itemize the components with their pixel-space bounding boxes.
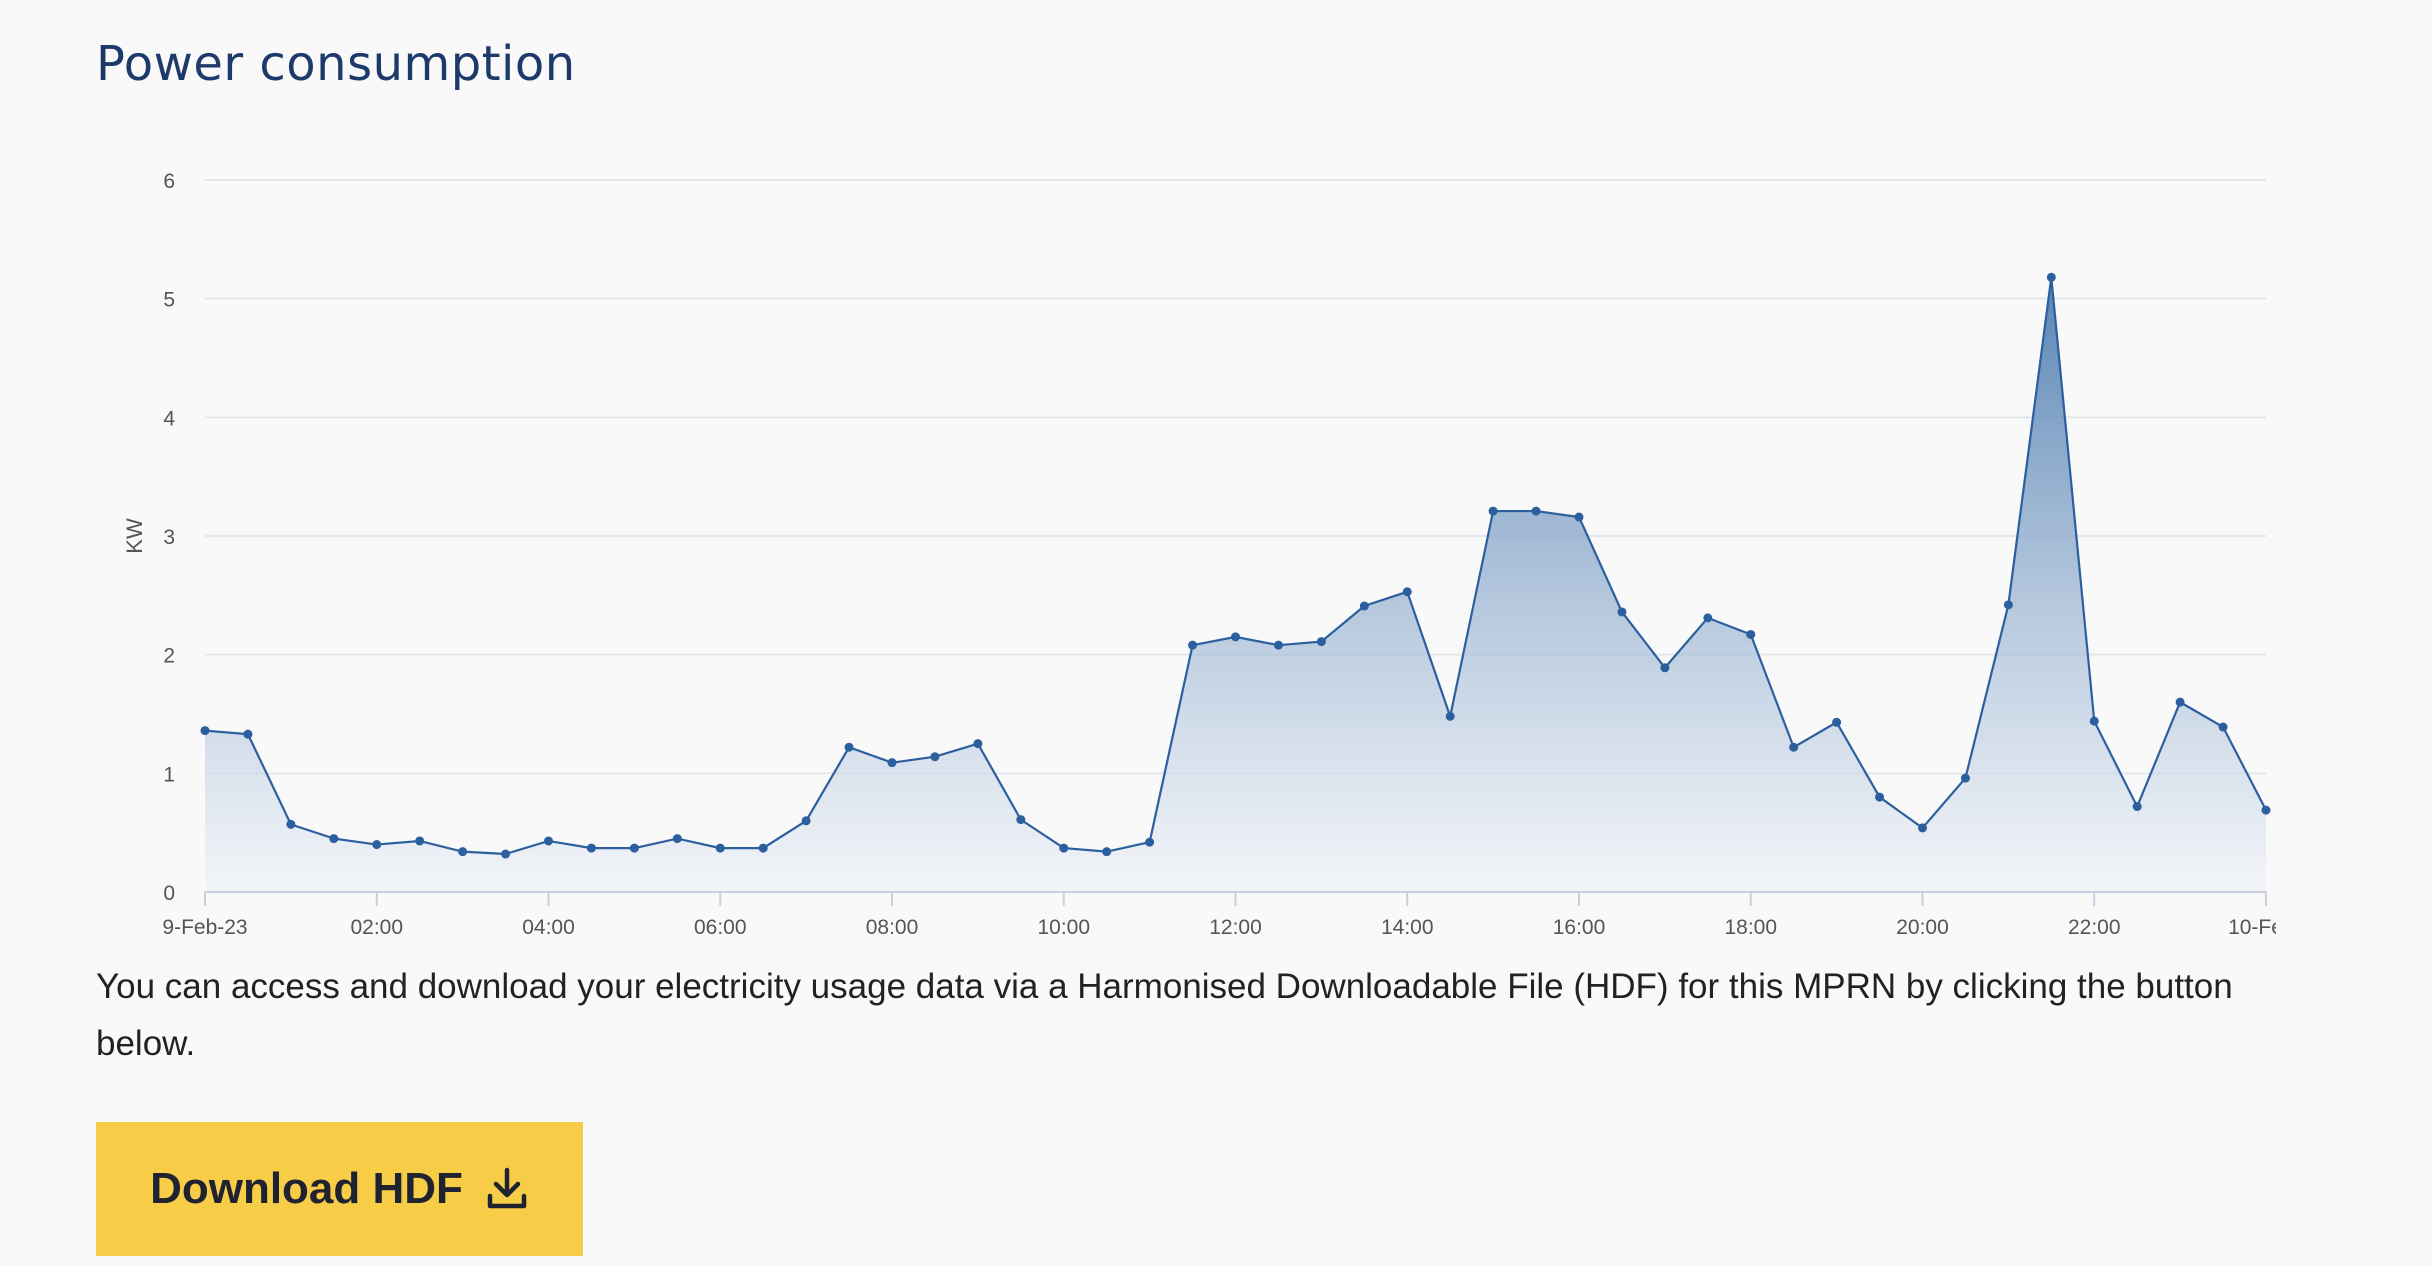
x-tick-label: 20:00 <box>1896 916 1949 939</box>
x-tick-label: 10-Fe… <box>2228 916 2276 939</box>
x-tick-label: 14:00 <box>1381 916 1434 939</box>
download-button-label: Download HDF <box>150 1164 463 1213</box>
grid-lines <box>205 179 2266 775</box>
data-point <box>672 834 682 844</box>
data-point <box>930 752 940 762</box>
area-layer <box>204 277 2267 893</box>
y-axis-label: KW <box>122 518 147 554</box>
data-point <box>329 834 339 844</box>
hdf-description: You can access and download your electri… <box>96 967 2233 1063</box>
data-point <box>2089 716 2099 726</box>
x-tick-label: 02:00 <box>350 916 403 939</box>
y-tick-label: 1 <box>163 763 175 786</box>
data-point <box>501 849 511 859</box>
data-point <box>586 843 596 853</box>
data-point <box>2175 697 2185 707</box>
data-point <box>458 847 468 857</box>
download-icon <box>485 1166 529 1212</box>
data-point <box>2046 272 2056 282</box>
page-title: Power consumption <box>96 36 576 92</box>
data-points <box>200 272 2271 859</box>
axes: 0 1 2 3 4 5 6 KW 9-Feb-23 02:00 04:00 06:00 08:00 10:… <box>122 170 2304 939</box>
x-tick-label: 9-Feb-23 <box>162 916 247 939</box>
series-area <box>205 277 2266 893</box>
data-point <box>973 739 983 749</box>
data-point <box>801 816 811 826</box>
data-point <box>1102 847 1112 857</box>
x-tick-label: 22:00 <box>2068 916 2121 939</box>
data-point <box>286 819 296 829</box>
data-point <box>1660 663 1670 673</box>
data-point <box>1703 613 1713 623</box>
data-point <box>372 840 382 850</box>
data-point <box>1145 837 1155 847</box>
data-point <box>1188 640 1198 650</box>
data-point <box>1273 640 1283 650</box>
y-tick-label: 5 <box>163 289 175 312</box>
data-point <box>1445 711 1455 721</box>
y-tick-label: 3 <box>163 526 175 549</box>
data-point <box>844 742 854 752</box>
data-point <box>1617 607 1627 617</box>
data-point <box>1574 512 1584 522</box>
data-point <box>1402 587 1412 597</box>
data-point <box>415 836 425 846</box>
data-point <box>887 758 897 768</box>
data-point <box>1789 742 1799 752</box>
y-tick-label: 0 <box>163 882 175 905</box>
data-point <box>1918 823 1927 833</box>
data-point <box>2132 802 2142 812</box>
data-point <box>243 729 253 739</box>
data-point <box>1531 506 1541 516</box>
chart-svg: 0 1 2 3 4 5 6 KW 9-Feb-23 02:00 04:00 06:00 08:00 10:… <box>122 170 2304 939</box>
y-tick-label: 6 <box>163 170 175 193</box>
x-tick-label: 16:00 <box>1553 916 1606 939</box>
data-point <box>2261 805 2271 815</box>
x-tick-label: 06:00 <box>694 916 747 939</box>
data-point <box>1359 601 1369 611</box>
data-point <box>1832 717 1842 727</box>
data-point <box>715 843 725 853</box>
data-point <box>1488 506 1498 516</box>
power-consumption-chart: 0 1 2 3 4 5 6 KW 9-Feb-23 02:00 04:00 06:00 08:00 10:… <box>96 150 2304 940</box>
data-point <box>200 726 210 736</box>
data-point <box>1960 773 1970 783</box>
data-point <box>1059 843 1069 853</box>
data-point <box>1746 629 1756 639</box>
x-tick-label: 08:00 <box>866 916 919 939</box>
data-point <box>2003 600 2013 610</box>
data-point <box>1875 792 1885 802</box>
x-tick-label: 04:00 <box>522 916 575 939</box>
data-point <box>2218 722 2228 732</box>
x-tick-label: 12:00 <box>1209 916 1262 939</box>
y-tick-label: 2 <box>163 645 175 668</box>
download-hdf-button[interactable]: Download HDF <box>96 1122 583 1256</box>
x-tick-label: 10:00 <box>1037 916 1090 939</box>
data-point <box>629 843 639 853</box>
y-tick-label: 4 <box>163 407 175 430</box>
data-point <box>1231 632 1240 642</box>
x-tick-label: 18:00 <box>1724 916 1777 939</box>
data-point <box>1016 815 1026 825</box>
data-point <box>1316 637 1326 647</box>
data-point <box>758 843 768 853</box>
data-point <box>544 836 553 846</box>
